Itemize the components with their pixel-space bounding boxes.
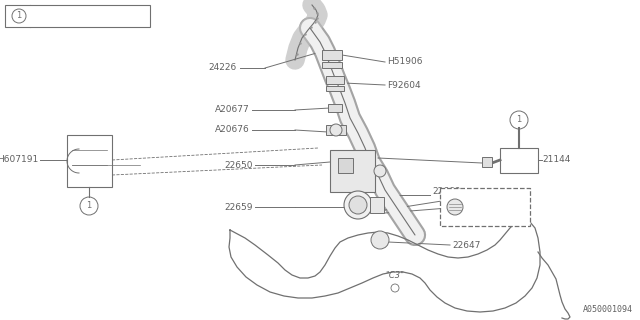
Bar xyxy=(326,125,346,135)
Text: "C3": "C3" xyxy=(385,270,404,279)
Text: A20676: A20676 xyxy=(215,125,250,134)
Text: 22647: 22647 xyxy=(452,241,481,250)
Text: 092313102(4 ): 092313102(4 ) xyxy=(33,12,109,21)
Text: A050001094: A050001094 xyxy=(583,305,633,314)
Text: 24226: 24226 xyxy=(209,63,237,73)
Text: 1: 1 xyxy=(516,116,522,124)
Bar xyxy=(67,135,112,187)
Circle shape xyxy=(330,124,342,136)
Text: F92604: F92604 xyxy=(387,81,420,90)
Circle shape xyxy=(344,191,372,219)
Circle shape xyxy=(447,199,463,215)
Bar xyxy=(322,50,342,60)
Bar xyxy=(5,5,150,27)
Bar xyxy=(440,188,530,226)
Bar xyxy=(326,76,344,84)
Text: H51906: H51906 xyxy=(387,58,422,67)
Text: 22659: 22659 xyxy=(225,203,253,212)
Bar xyxy=(370,197,384,213)
Text: 1: 1 xyxy=(17,12,22,20)
Bar xyxy=(322,62,342,68)
Bar xyxy=(482,157,492,167)
Text: A20677: A20677 xyxy=(215,106,250,115)
Text: 21144: 21144 xyxy=(542,156,570,164)
Bar xyxy=(328,104,342,112)
Text: H607191: H607191 xyxy=(0,156,38,164)
Circle shape xyxy=(371,231,389,249)
Text: 22650: 22650 xyxy=(225,161,253,170)
Bar xyxy=(338,158,353,173)
Circle shape xyxy=(349,196,367,214)
Bar xyxy=(500,148,538,173)
Text: 15027: 15027 xyxy=(468,203,497,212)
Text: 1: 1 xyxy=(86,202,92,211)
Circle shape xyxy=(391,284,399,292)
Bar xyxy=(330,150,375,192)
Circle shape xyxy=(374,165,386,177)
Bar xyxy=(326,86,344,91)
Text: 22660: 22660 xyxy=(432,188,461,196)
